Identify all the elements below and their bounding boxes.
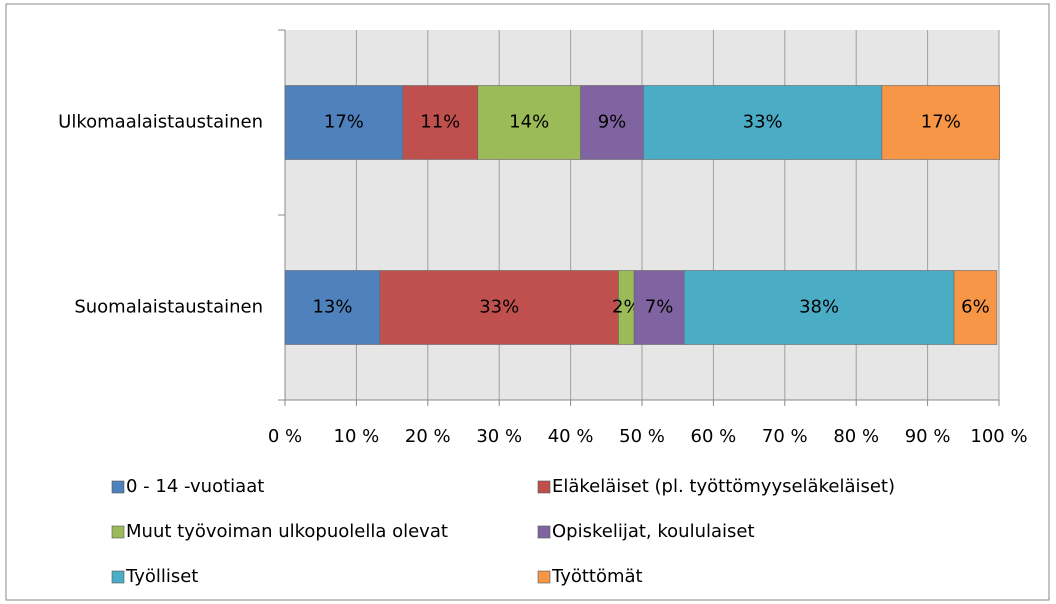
bar-segment (477, 85, 581, 160)
data-label: 11% (420, 112, 460, 133)
bar-segment (633, 270, 685, 345)
x-tick-label: 80 % (833, 426, 879, 447)
data-label: 2% (612, 297, 641, 318)
data-label: 6% (961, 297, 990, 318)
x-tick-label: 30 % (476, 426, 522, 447)
data-label: 33% (479, 297, 519, 318)
data-label: 14% (509, 112, 549, 133)
x-tick-label: 20 % (405, 426, 451, 447)
bar-segment (284, 270, 381, 345)
legend-label: Muut työvoiman ulkopuolella olevat (126, 521, 448, 542)
data-label: 17% (921, 112, 961, 133)
legend-label: Työttömät (551, 566, 643, 587)
bar-segment (580, 85, 644, 160)
x-tick-label: 70 % (762, 426, 808, 447)
legend-label: Opiskelijat, koululaiset (552, 521, 755, 542)
bar-segment (683, 270, 955, 345)
data-label: 33% (743, 112, 783, 133)
legend-label: Eläkeläiset (pl. työttömyyseläkeläiset) (552, 476, 895, 497)
x-tick-label: 100 % (970, 426, 1027, 447)
legend-swatch (537, 480, 551, 494)
data-label: 38% (799, 297, 839, 318)
legend-swatch (537, 525, 551, 539)
x-tick-label: 10 % (334, 426, 380, 447)
legend-label: Työlliset (125, 566, 198, 587)
x-tick-label: 40 % (548, 426, 594, 447)
x-tick-label: 0 % (268, 426, 302, 447)
legend-swatch (537, 570, 551, 584)
x-tick-label: 90 % (905, 426, 951, 447)
legend-swatch (111, 525, 125, 539)
data-label: 13% (312, 297, 352, 318)
legend-swatch (111, 480, 125, 494)
data-label: 9% (598, 112, 627, 133)
bar-segment (953, 270, 998, 345)
x-tick-label: 50 % (619, 426, 665, 447)
y-tick-label: Suomalaistaustainen (74, 297, 263, 318)
x-tick-label: 60 % (691, 426, 737, 447)
legend-label: 0 - 14 -vuotiaat (126, 476, 264, 497)
data-label: 17% (324, 112, 364, 133)
bar-segment (881, 85, 1001, 160)
y-tick-label: Ulkomaalaistaustainen (58, 112, 263, 133)
bar-segment (643, 85, 883, 160)
data-label: 7% (645, 297, 674, 318)
bar-segment (402, 85, 479, 160)
legend-swatch (111, 570, 125, 584)
